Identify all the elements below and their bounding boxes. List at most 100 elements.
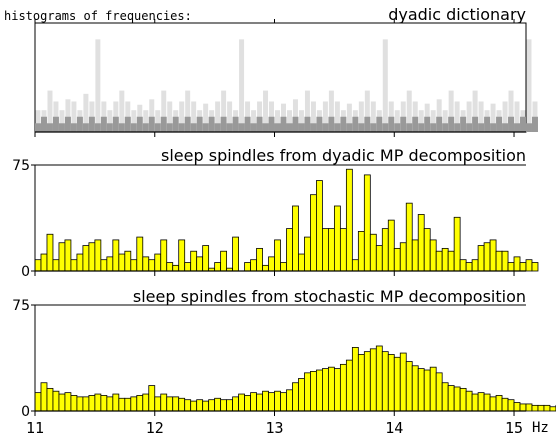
dictionary-base-block	[190, 123, 197, 132]
dictionary-base-block	[274, 123, 281, 132]
dictionary-base-block	[40, 116, 47, 132]
dictionary-base-block	[148, 116, 155, 132]
dictionary-base-block	[526, 123, 532, 132]
dictionary-base-block	[466, 123, 473, 132]
dyadic-mp-panel: 0 75	[12, 158, 539, 280]
histogram-bar	[477, 392, 485, 412]
dictionary-bar	[502, 101, 508, 132]
histogram-bar	[46, 233, 54, 272]
histogram-bar	[310, 371, 317, 412]
histogram-bar	[447, 250, 455, 272]
histogram-bar	[196, 256, 204, 272]
dictionary-bar	[298, 110, 304, 132]
histogram-bar	[369, 233, 377, 272]
dictionary-bar	[107, 110, 113, 132]
dictionary-bar	[322, 101, 328, 132]
dictionary-base-block	[334, 123, 341, 132]
histogram-bar	[106, 256, 114, 272]
dictionary-base-block	[35, 123, 41, 132]
dictionary-bar	[304, 90, 310, 132]
histogram-bar	[489, 396, 497, 412]
dictionary-base-block	[316, 116, 323, 132]
dictionary-bar	[95, 39, 101, 132]
histogram-bar	[136, 236, 144, 272]
histogram-bar	[262, 390, 269, 412]
dictionary-base-block	[496, 116, 503, 132]
histogram-bar	[501, 250, 509, 272]
histogram-bar	[70, 259, 78, 272]
dictionary-base-block	[502, 123, 509, 132]
dictionary-base-block	[484, 116, 491, 132]
histogram-bar	[112, 239, 120, 272]
histogram-bar	[411, 239, 419, 272]
histogram-bar	[387, 354, 395, 412]
histogram-bar	[220, 399, 228, 412]
histogram-bar	[256, 393, 263, 412]
histogram-bar	[82, 245, 90, 272]
histogram-bar	[250, 259, 257, 272]
dictionary-base-block	[346, 123, 353, 132]
histogram-bar	[280, 262, 287, 272]
histogram-bar	[339, 228, 347, 272]
dictionary-bar	[382, 39, 388, 132]
dictionary-base-block	[64, 116, 71, 132]
histogram-bar	[238, 393, 245, 412]
dictionary-base-block	[250, 123, 257, 132]
histogram-bar	[166, 262, 174, 272]
histogram-bar	[94, 239, 102, 272]
histogram-bar	[232, 396, 239, 412]
histogram-bar	[286, 389, 293, 412]
histogram-bar	[58, 242, 66, 272]
histogram-bar	[310, 194, 317, 272]
histogram-bar	[226, 399, 233, 412]
histogram-bar	[118, 397, 126, 412]
dictionary-bar	[466, 101, 472, 132]
histogram-bar	[190, 400, 198, 412]
histogram-bar	[142, 256, 150, 272]
dictionary-base-block	[382, 123, 389, 132]
y-tick-label: 75	[12, 298, 30, 314]
dictionary-base-block	[304, 116, 311, 132]
dictionary-base-block	[286, 123, 293, 132]
dictionary-bar	[143, 110, 149, 132]
histogram-bar	[268, 392, 275, 412]
histogram-bar	[531, 262, 539, 272]
histogram-bar	[274, 239, 281, 272]
dictionary-base-block	[76, 116, 83, 132]
histogram-bar	[381, 351, 389, 412]
dictionary-base-block	[394, 123, 401, 132]
x-tick-label: 12	[146, 419, 164, 437]
histogram-bar	[501, 397, 509, 412]
histogram-bar	[82, 396, 90, 412]
dictionary-base-block	[442, 123, 449, 132]
histogram-bar	[88, 395, 96, 412]
dictionary-bar	[167, 101, 173, 132]
panel-title-dyadic-dictionary: dyadic dictionary	[388, 5, 526, 24]
histogram-bar	[292, 382, 299, 412]
dictionary-bar	[436, 99, 442, 132]
figure-header: histograms of frequencies:	[4, 9, 192, 23]
x-tick-label: 14	[385, 419, 403, 437]
histogram-bar	[280, 392, 287, 412]
dictionary-base-block	[160, 116, 167, 132]
dictionary-bar	[328, 90, 334, 132]
histogram-bar	[417, 368, 425, 412]
histogram-bar	[507, 262, 515, 272]
dictionary-bar	[430, 110, 436, 132]
histogram-bar	[537, 404, 545, 412]
dictionary-bar	[215, 101, 221, 132]
dictionary-base-block	[178, 123, 185, 132]
dictionary-base-block	[358, 123, 365, 132]
dictionary-bar	[203, 103, 209, 132]
histogram-bar	[124, 250, 132, 272]
histogram-bar	[220, 250, 228, 272]
histogram-bar	[214, 262, 222, 272]
histogram-bar	[435, 250, 443, 272]
dictionary-base-block	[142, 123, 149, 132]
dictionary-base-block	[448, 116, 455, 132]
histogram-bar	[88, 242, 96, 272]
x-tick-label: 11	[26, 419, 44, 437]
dictionary-base-block	[406, 123, 413, 132]
histogram-bar	[40, 382, 48, 412]
histogram-bar	[34, 259, 42, 272]
